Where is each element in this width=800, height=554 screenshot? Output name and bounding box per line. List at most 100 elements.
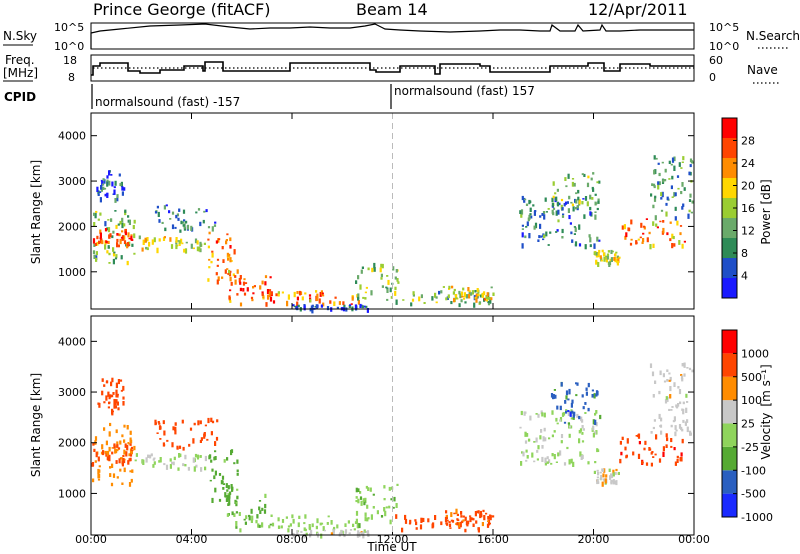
power-cell: [674, 216, 677, 221]
power-cell: [596, 236, 599, 242]
power-cell: [373, 262, 376, 269]
velocity-cell: [388, 486, 391, 491]
power-cell: [103, 187, 107, 190]
power-cell: [590, 177, 593, 181]
velocity-cell: [216, 419, 219, 423]
velocity-colorbar: 1000 500 100 25 -25 -100 -500 -1000: [721, 329, 773, 524]
velocity-cell: [668, 372, 671, 375]
velocity-cell: [592, 419, 595, 425]
velocity-cell: [592, 425, 595, 431]
velocity-cell: [156, 432, 159, 434]
velocity-cell: [520, 410, 523, 416]
velocity-cell: [567, 398, 570, 401]
velocity-cell: [129, 443, 132, 446]
velocity-cell: [109, 473, 112, 477]
colorbar-swatch: [722, 353, 737, 377]
power-cell: [92, 250, 96, 254]
power-cell: [561, 228, 564, 234]
velocity-cell: [626, 438, 629, 444]
velocity-cell: [550, 462, 553, 465]
velocity-cell: [227, 485, 230, 490]
velocity-cell: [211, 420, 215, 424]
power-cell: [660, 192, 663, 197]
power-cell: [316, 298, 319, 301]
velocity-cell: [105, 440, 108, 446]
velocity-cell: [159, 457, 162, 463]
power-cell: [578, 243, 582, 247]
power-cell: [106, 192, 109, 196]
velocity-cell: [453, 512, 456, 515]
power-cell: [234, 275, 237, 278]
velocity-cell: [593, 393, 596, 399]
power-cell: [658, 172, 661, 177]
velocity-cell: [580, 455, 583, 460]
velocity-cell: [370, 514, 373, 520]
power-cell: [229, 257, 232, 263]
velocity-cell: [106, 456, 109, 461]
power-cell: [641, 241, 644, 244]
power-cell: [96, 235, 99, 240]
power-cell: [596, 207, 599, 211]
velocity-cell: [537, 413, 540, 418]
velocity-cell: [357, 530, 360, 535]
power-cell: [652, 243, 655, 248]
velocity-cell: [218, 473, 222, 476]
power-cell: [610, 249, 613, 254]
velocity-cell: [134, 459, 137, 462]
velocity-cell: [666, 379, 669, 382]
power-cell: [261, 280, 264, 285]
velocity-cell: [269, 523, 272, 526]
power-cell: [690, 211, 693, 214]
velocity-cell: [632, 451, 635, 456]
power-cell: [653, 155, 656, 160]
power-cell: [540, 235, 543, 238]
velocity-cell: [187, 466, 190, 471]
velocity-cell: [159, 426, 162, 430]
power-cell: [156, 247, 159, 254]
power-cell: [564, 177, 567, 181]
power-cell: [183, 219, 186, 222]
power-cell: [668, 178, 671, 180]
power-cell: [652, 221, 655, 226]
velocity-cell: [204, 466, 207, 471]
velocity-cell: [111, 447, 114, 449]
power-cell: [196, 240, 199, 245]
velocity-cell: [115, 382, 118, 389]
velocity-cell: [258, 524, 261, 528]
velocity-cell: [358, 523, 361, 529]
power-cell: [533, 225, 536, 230]
power-cell: [115, 224, 118, 229]
velocity-cell: [296, 530, 299, 536]
power-cell: [361, 305, 364, 309]
power-cell: [581, 173, 584, 176]
power-panel: 1000 2000 3000 4000 Slant Range [km] 28 24 20…: [29, 112, 773, 314]
velocity-cell: [643, 447, 646, 451]
velocity-cell: [372, 493, 375, 496]
velocity-cell: [652, 394, 655, 398]
power-cell: [105, 240, 108, 244]
velocity-cell: [684, 421, 687, 426]
velocity-cell: [103, 427, 106, 431]
velocity-cell: [169, 464, 172, 469]
velocity-cell: [641, 460, 644, 465]
velocity-cell: [591, 389, 594, 392]
velocity-cell: [587, 407, 590, 412]
power-cell: [93, 222, 96, 227]
power-cell: [528, 233, 531, 239]
power-cell: [230, 281, 233, 286]
velocity-cell: [686, 401, 689, 403]
power-cell: [262, 296, 265, 299]
velocity-cell: [291, 514, 294, 519]
power-cell: [203, 242, 206, 245]
velocity-cell: [648, 447, 651, 451]
velocity-cell: [340, 530, 343, 534]
power-cell: [468, 293, 471, 299]
velocity-cell: [259, 510, 262, 514]
power-cell: [93, 212, 96, 216]
power-cell: [363, 305, 366, 308]
power-cell: [654, 195, 657, 199]
velocity-cell: [485, 512, 488, 515]
power-cell: [411, 298, 415, 302]
power-cell: [615, 251, 618, 254]
velocity-cell: [366, 530, 370, 535]
